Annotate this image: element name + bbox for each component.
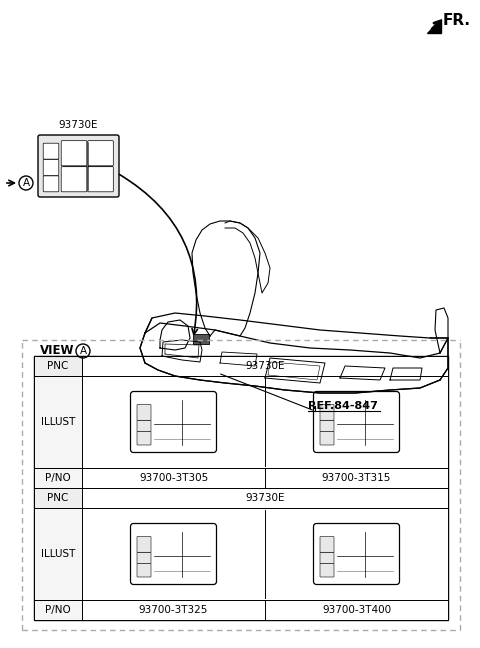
Text: P/NO: P/NO [45,605,71,615]
Bar [82,469,448,488]
FancyBboxPatch shape [43,176,59,192]
Text: ILLUST: ILLUST [41,417,75,427]
FancyBboxPatch shape [137,564,151,577]
Text: VIEW: VIEW [40,345,74,358]
Text: 93730E: 93730E [245,361,285,371]
FancyBboxPatch shape [131,524,216,584]
Text: 93700-3T325: 93700-3T325 [139,605,208,615]
Bar [34,469,82,488]
Bar [82,376,448,469]
Bar [82,508,448,600]
FancyBboxPatch shape [61,141,87,166]
FancyBboxPatch shape [88,167,113,192]
Text: 93700-3T400: 93700-3T400 [322,605,391,615]
Bar [34,600,82,620]
FancyBboxPatch shape [137,537,151,552]
Bar [34,488,82,508]
Bar [82,488,448,508]
FancyBboxPatch shape [38,135,119,197]
FancyBboxPatch shape [320,421,334,432]
Text: REF.84-847: REF.84-847 [308,401,378,411]
FancyBboxPatch shape [43,159,59,176]
Bar [193,334,209,344]
FancyBboxPatch shape [320,552,334,564]
Bar [34,356,448,620]
FancyBboxPatch shape [137,404,151,421]
Text: A: A [79,346,86,356]
Bar [82,356,448,376]
Text: PNC: PNC [48,493,69,503]
FancyBboxPatch shape [320,537,334,552]
Text: 93730E: 93730E [245,493,285,503]
Text: A: A [23,178,30,188]
Bar [34,508,82,600]
FancyBboxPatch shape [137,432,151,445]
FancyBboxPatch shape [313,524,399,584]
FancyBboxPatch shape [313,391,399,452]
Text: P/NO: P/NO [45,473,71,483]
FancyBboxPatch shape [320,432,334,445]
FancyBboxPatch shape [320,564,334,577]
Text: 93730E: 93730E [59,120,98,130]
Text: ILLUST: ILLUST [41,549,75,559]
FancyBboxPatch shape [61,167,87,192]
Text: PNC: PNC [48,361,69,371]
Bar [34,376,82,469]
Bar [34,356,82,376]
FancyBboxPatch shape [43,143,59,159]
Text: 93700-3T315: 93700-3T315 [322,473,391,483]
Polygon shape [427,19,441,33]
FancyBboxPatch shape [320,404,334,421]
FancyBboxPatch shape [131,391,216,452]
FancyBboxPatch shape [137,421,151,432]
FancyBboxPatch shape [137,552,151,564]
Text: 93700-3T305: 93700-3T305 [139,473,208,483]
Text: FR.: FR. [443,13,471,28]
Bar [82,600,448,620]
FancyBboxPatch shape [88,141,113,166]
